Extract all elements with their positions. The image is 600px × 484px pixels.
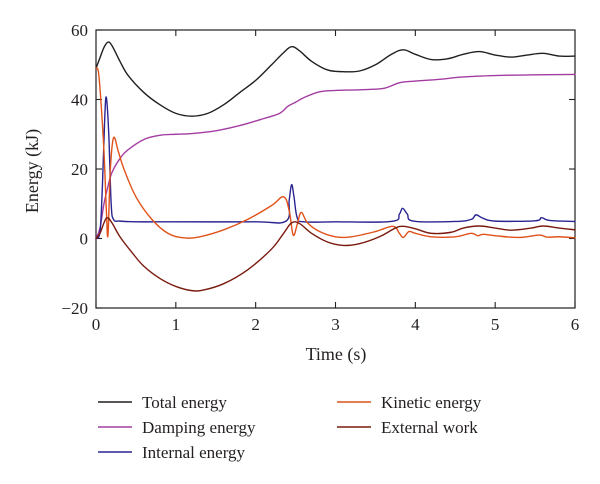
x-axis-title: Time (s) [306,344,367,365]
series-line-total-energy [95,41,576,117]
x-tick-label: 6 [571,315,580,334]
x-tick-label: 5 [491,315,500,334]
series-line-external-work [95,216,576,292]
legend-label-total-energy: Total energy [142,393,227,412]
x-tick-label: 0 [92,315,101,334]
y-tick-label: 20 [71,160,88,179]
legend-label-kinetic-energy: Kinetic energy [381,393,482,412]
y-tick-label: 40 [71,91,88,110]
series-line-internal-energy [95,96,576,240]
x-tick-label: 1 [172,315,181,334]
series-line-damping-energy [95,73,576,240]
x-tick-label: 3 [331,315,340,334]
legend-label-damping-energy: Damping energy [142,418,256,437]
x-tick-label: 2 [251,315,260,334]
series-line-kinetic-energy [95,67,576,239]
series-lines [95,41,576,292]
y-tick-label: 60 [71,21,88,40]
y-axis-title: Energy (kJ) [22,129,43,213]
legend-label-external-work: External work [381,418,478,437]
y-tick-label: 0 [80,230,89,249]
legend: Total energy Damping energy Internal energ… [98,393,482,462]
x-tick-label: 4 [411,315,420,334]
legend-label-internal-energy: Internal energy [142,443,246,462]
y-tick-label: −20 [61,299,88,318]
